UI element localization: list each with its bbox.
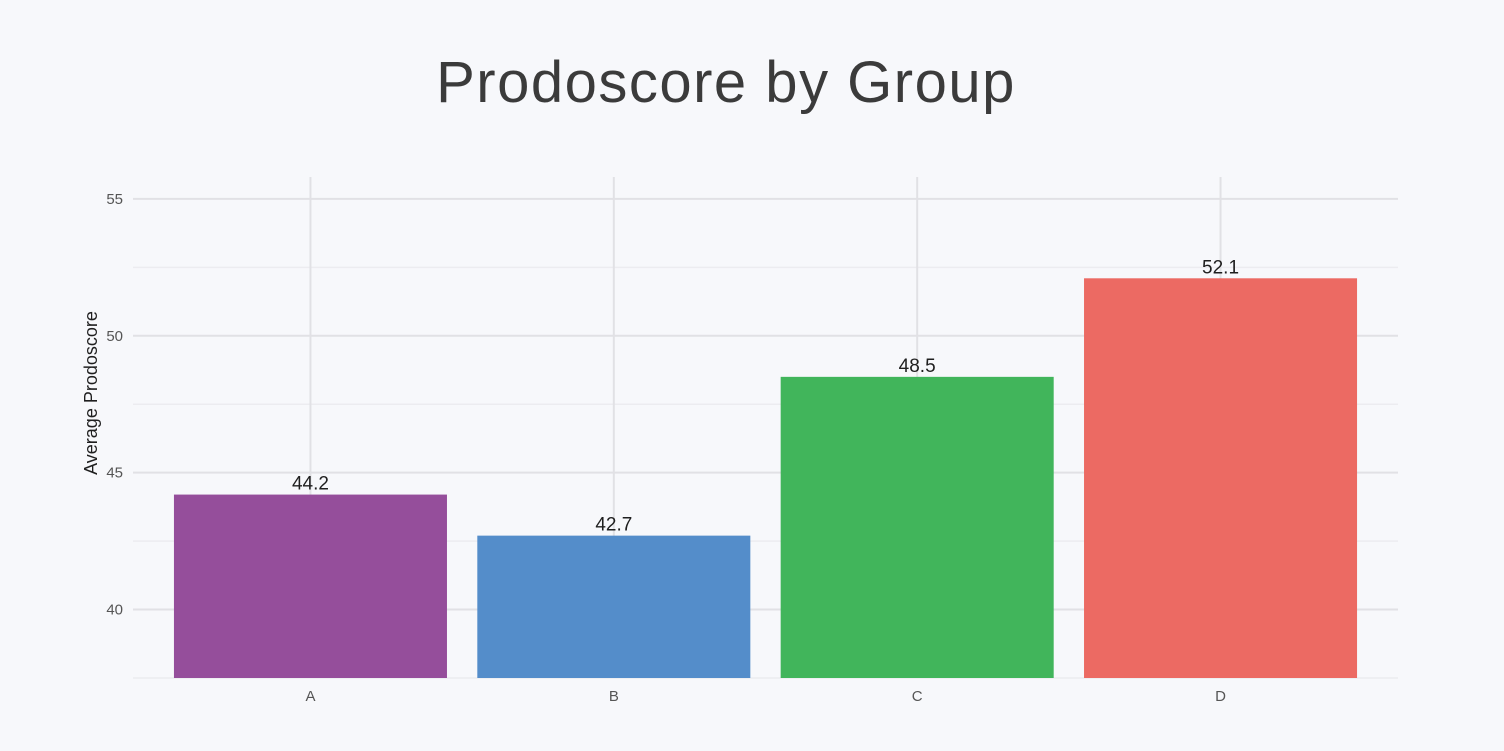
bars: [173, 278, 1358, 678]
chart-title: Prodoscore by Group: [436, 50, 1016, 115]
data-label-b: 42.7: [595, 515, 632, 536]
data-label-a: 44.2: [292, 474, 329, 495]
y-tick-label: 55: [106, 191, 123, 208]
y-tick-label: 45: [106, 465, 123, 482]
data-label-d: 52.1: [1202, 257, 1239, 278]
y-tick-label: 50: [106, 328, 123, 345]
x-tick-label: D: [1215, 688, 1226, 705]
x-tick-label: C: [912, 688, 923, 705]
bar-d: [1084, 278, 1358, 678]
bar-c: [780, 376, 1054, 678]
y-axis-label: Average Prodoscore: [81, 311, 101, 475]
y-tick-label: 40: [106, 602, 123, 619]
bar-a: [173, 494, 447, 678]
data-labels: 44.2 42.7 48.5 52.1: [292, 257, 1239, 535]
y-axis-ticks: 40 45 50 55: [106, 191, 123, 619]
bar-b: [477, 535, 751, 678]
data-label-c: 48.5: [899, 356, 936, 377]
x-tick-label: A: [305, 688, 315, 705]
x-tick-label: B: [609, 688, 619, 705]
x-axis-ticks: A B C D: [305, 688, 1226, 705]
